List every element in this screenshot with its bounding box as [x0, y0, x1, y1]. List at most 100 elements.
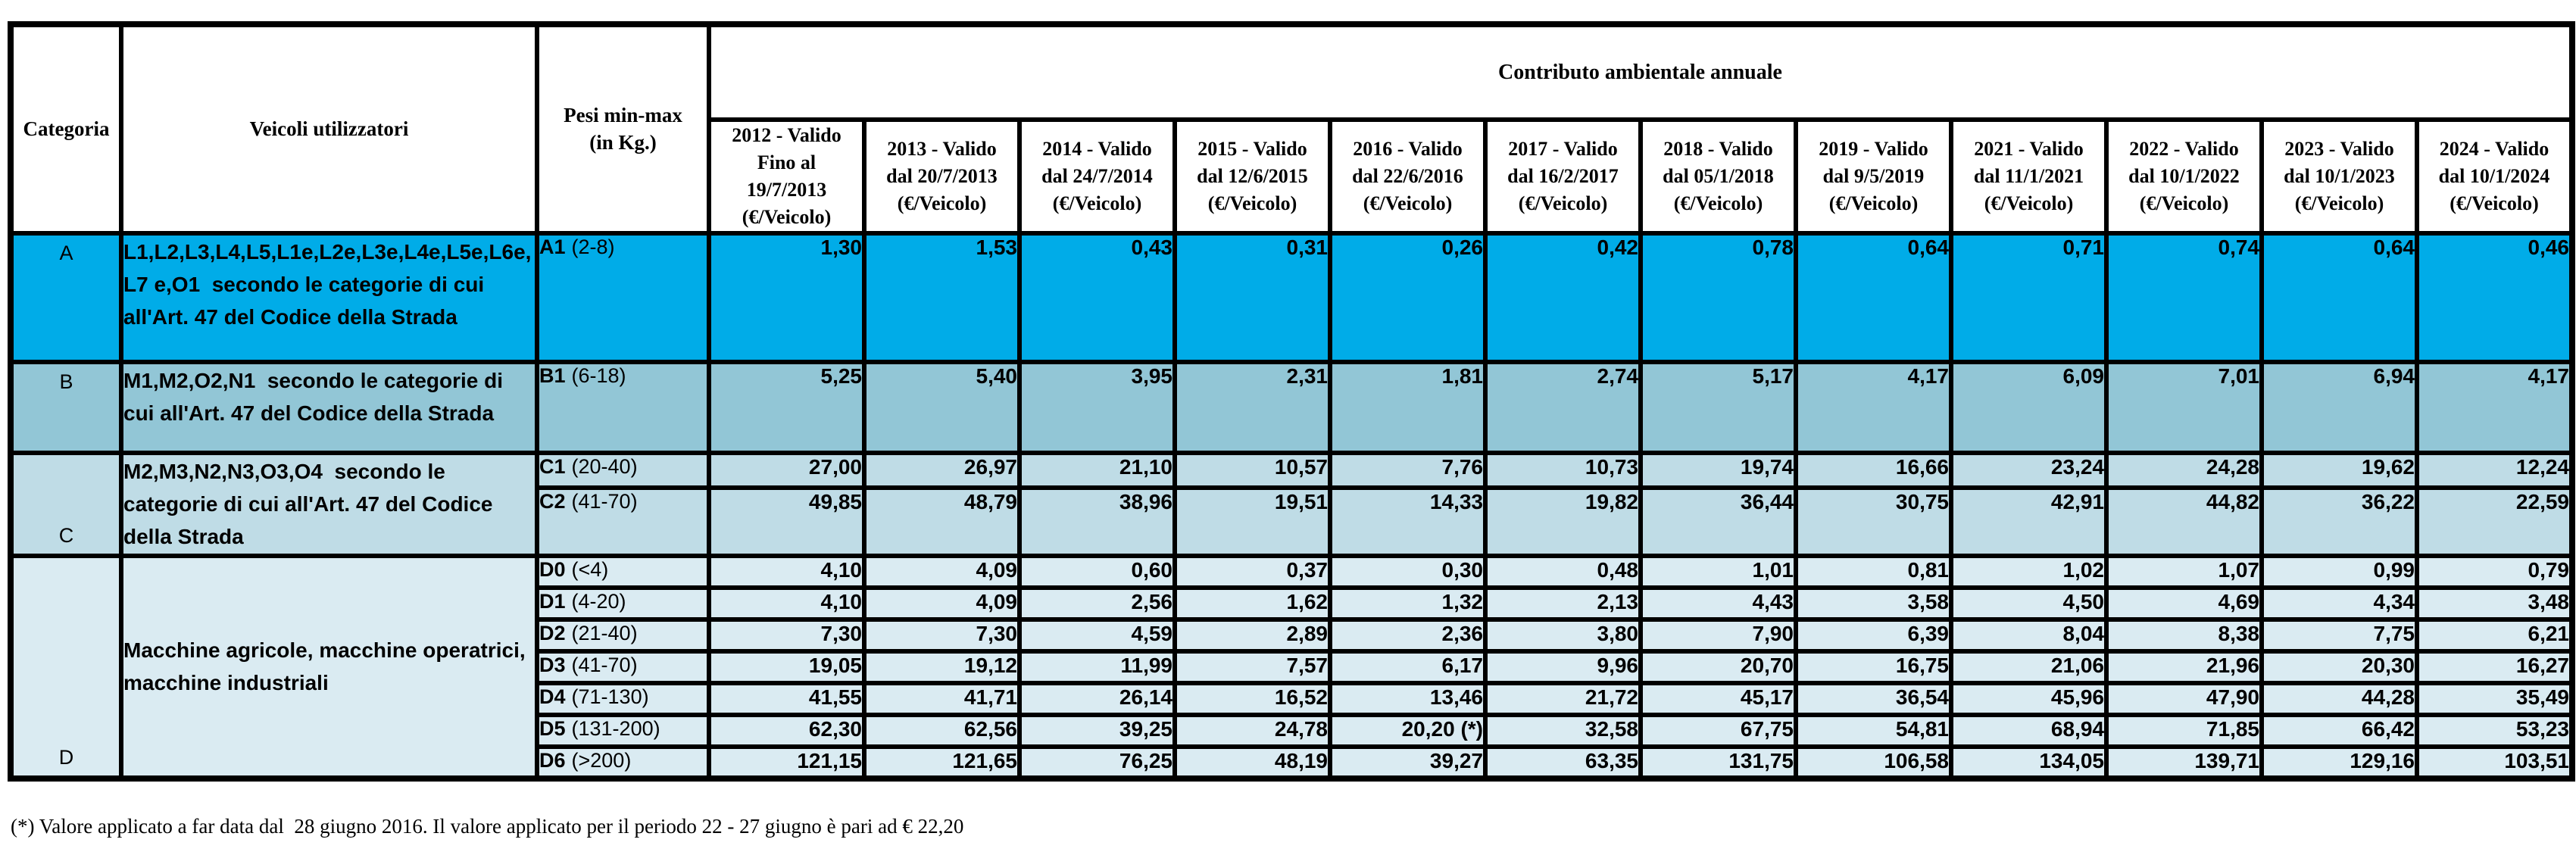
header-year-0-line: 19/7/2013 [746, 178, 827, 201]
value-D0-year-4: 0,30 [1328, 553, 1488, 590]
table-row: D1 (4-20) 4,10 4,09 2,56 1,62 1,32 2,13 4,43 3,58… [11, 585, 2574, 622]
peso-range: (41-70) [571, 490, 638, 513]
value-D2-year-6: 7,90 [1638, 616, 1798, 654]
header-year-0-line: (€/Veicolo) [742, 205, 832, 228]
value-D4-year-7: 36,54 [1794, 680, 1953, 717]
table-row: A L1,L2,L3,L4,L5,L1e,L2e,L3e,L4e,L5e,L6e,… [8, 230, 2574, 364]
value-C2-year-1: 48,79 [862, 485, 1022, 558]
value-D3-year-3: 7,57 [1172, 648, 1332, 685]
value-D2-year-7: 6,39 [1794, 616, 1953, 654]
value-C2-year-10: 36,22 [2259, 485, 2419, 558]
header-veicoli: Veicoli utilizzatori [119, 22, 539, 236]
value-C1-year-9: 24,28 [2104, 450, 2264, 491]
value-D6-year-4: 39,27 [1328, 744, 1488, 781]
header-year-9-line: dal 10/1/2022 [2128, 164, 2240, 187]
value-D0-year-9: 1,07 [2104, 553, 2264, 590]
header-year-11-line: 2024 - Valido [2439, 137, 2549, 160]
peso-class-D2: D2 (21-40) [535, 616, 711, 654]
header-pesi-line: (in Kg.) [589, 131, 657, 154]
value-D0-year-0: 4,10 [707, 553, 866, 590]
value-B1-year-4: 1,81 [1328, 359, 1488, 455]
value-D6-year-0: 121,15 [707, 744, 866, 781]
header-year-0: 2012 - Valido Fino al 19/7/2013 (€/Veicolo) [707, 117, 866, 236]
header-categoria: Categoria [8, 22, 123, 236]
header-year-0-line: Fino al [757, 151, 817, 173]
value-C1-year-2: 21,10 [1017, 450, 1177, 491]
value-D5-year-3: 24,78 [1172, 712, 1332, 749]
value-D2-year-5: 3,80 [1483, 616, 1643, 654]
value-A1-year-5: 0,42 [1483, 230, 1643, 364]
peso-range: (21-40) [571, 621, 638, 644]
header-year-11-line: dal 10/1/2024 [2438, 164, 2550, 187]
value-A1-year-8: 0,71 [1949, 230, 2109, 364]
value-A1-year-4: 0,26 [1328, 230, 1488, 364]
value-D3-year-1: 19,12 [862, 648, 1022, 685]
value-D3-year-11: 16,27 [2415, 648, 2574, 685]
header-year-9-line: (€/Veicolo) [2139, 192, 2229, 214]
peso-class-D6: D6 (>200) [535, 744, 711, 781]
table-row: B M1,M2,O2,N1 secondo le categorie di cui… [8, 359, 2574, 455]
value-D4-year-10: 44,28 [2259, 680, 2419, 717]
value-D0-year-7: 0,81 [1794, 553, 1953, 590]
header-year-1: 2013 - Valido dal 20/7/2013 (€/Veicolo) [862, 117, 1022, 236]
value-A1-year-10: 0,64 [2259, 230, 2419, 364]
value-C1-year-10: 19,62 [2259, 450, 2419, 491]
value-C1-year-6: 19,74 [1638, 450, 1798, 491]
value-C2-year-7: 30,75 [1794, 485, 1953, 558]
value-D2-year-8: 8,04 [1949, 616, 2109, 654]
peso-code: A1 [539, 235, 566, 258]
peso-class-D5: D5 (131-200) [535, 712, 711, 749]
value-B1-year-3: 2,31 [1172, 359, 1332, 455]
value-B1-year-8: 6,09 [1949, 359, 2109, 455]
header-year-8-line: dal 11/1/2021 [1973, 164, 2084, 187]
value-D5-year-1: 62,56 [862, 712, 1022, 749]
value-D4-year-6: 45,17 [1638, 680, 1798, 717]
value-D6-year-1: 121,65 [862, 744, 1022, 781]
category-letter-A: A [8, 230, 123, 364]
value-D3-year-9: 21,96 [2104, 648, 2264, 685]
header-year-1-line: 2013 - Valido [887, 137, 997, 160]
header-year-4-line: 2016 - Valido [1353, 137, 1463, 160]
value-D0-year-5: 0,48 [1483, 553, 1643, 590]
value-D1-year-10: 4,34 [2259, 585, 2419, 622]
value-D4-year-8: 45,96 [1949, 680, 2109, 717]
header-year-4: 2016 - Valido dal 22/6/2016 (€/Veicolo) [1328, 117, 1488, 236]
header-year-7: 2019 - Valido dal 9/5/2019 (€/Veicolo) [1794, 117, 1953, 236]
value-D3-year-10: 20,30 [2259, 648, 2419, 685]
peso-range: (<4) [571, 557, 609, 581]
value-D3-year-7: 16,75 [1794, 648, 1953, 685]
value-C1-year-3: 10,57 [1172, 450, 1332, 491]
peso-range: (41-70) [571, 653, 638, 676]
value-D5-year-0: 62,30 [707, 712, 866, 749]
peso-class-D3: D3 (41-70) [535, 648, 711, 685]
header-year-1-line: dal 20/7/2013 [886, 164, 998, 187]
value-D6-year-6: 131,75 [1638, 744, 1798, 781]
header-year-10: 2023 - Valido dal 10/1/2023 (€/Veicolo) [2259, 117, 2419, 236]
header-year-5-line: dal 16/2/2017 [1507, 164, 1619, 187]
header-year-2-line: dal 24/7/2014 [1041, 164, 1153, 187]
value-D1-year-11: 3,48 [2415, 585, 2574, 622]
value-D1-year-8: 4,50 [1949, 585, 2109, 622]
table-row: C2 (41-70) 49,85 48,79 38,96 19,51 14,33 19,82 3… [11, 485, 2574, 558]
value-D4-year-11: 35,49 [2415, 680, 2574, 717]
value-D0-year-6: 1,01 [1638, 553, 1798, 590]
peso-code: D6 [539, 748, 566, 772]
value-D4-year-0: 41,55 [707, 680, 866, 717]
value-A1-year-3: 0,31 [1172, 230, 1332, 364]
header-row-years: 2012 - Valido Fino al 19/7/2013 (€/Veicolo)… [11, 117, 2574, 236]
value-A1-year-11: 0,46 [2415, 230, 2574, 364]
category-letter-C: C [8, 450, 123, 558]
contribution-table: Categoria Veicoli utilizzatori Pesi min-ma… [8, 21, 2575, 782]
table-head: Categoria Veicoli utilizzatori Pesi min-ma… [8, 22, 2574, 236]
value-D3-year-2: 11,99 [1017, 648, 1177, 685]
value-C1-year-11: 12,24 [2415, 450, 2574, 491]
header-year-11-line: (€/Veicolo) [2450, 192, 2539, 214]
header-year-11: 2024 - Valido dal 10/1/2024 (€/Veicolo) [2415, 117, 2574, 236]
footnote: (*) Valore applicato a far data dal 28 g… [11, 815, 964, 838]
header-pesi-line: Pesi min-max [564, 103, 682, 126]
value-D4-year-3: 16,52 [1172, 680, 1332, 717]
header-year-10-line: dal 10/1/2023 [2284, 164, 2395, 187]
value-D4-year-9: 47,90 [2104, 680, 2264, 717]
value-D3-year-4: 6,17 [1328, 648, 1488, 685]
